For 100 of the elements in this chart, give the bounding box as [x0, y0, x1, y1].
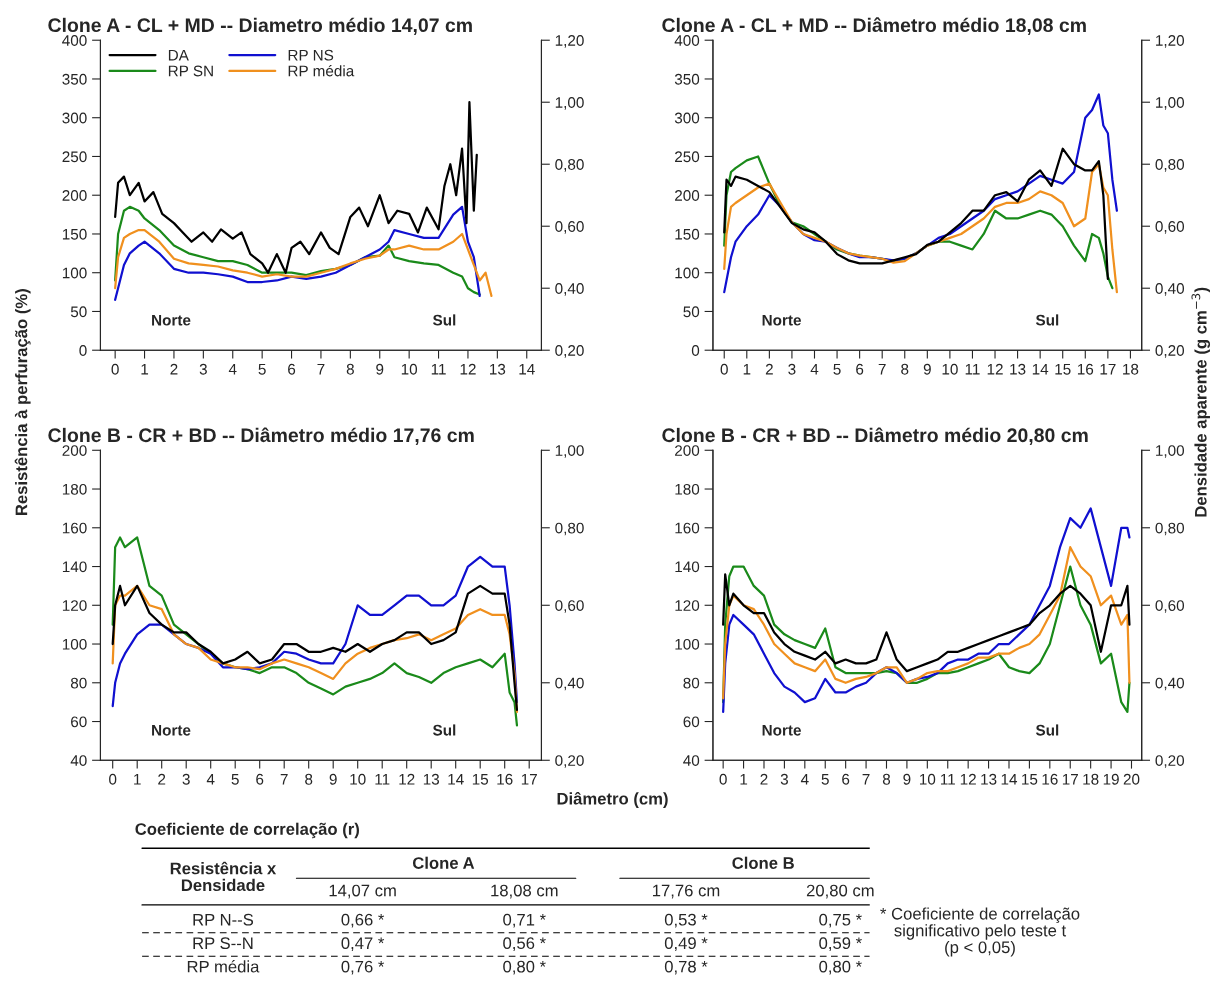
annotation: Norte: [762, 724, 801, 736]
x-tick-label: 2: [760, 773, 768, 785]
x-tick-label: 8: [346, 363, 354, 375]
line-series: [114, 101, 478, 274]
x-tick-label: 10: [350, 773, 366, 785]
x-tick-label: 9: [903, 773, 911, 785]
x-tick-label: 12: [399, 773, 415, 785]
category-label: 17,76 cm: [653, 884, 720, 899]
annotation: Norte: [762, 314, 801, 326]
text: 0,71 *: [503, 913, 546, 928]
x-tick-label: 15: [1055, 363, 1071, 375]
x-tick-label: 7: [317, 363, 325, 375]
y-tick-label: 80: [683, 677, 700, 689]
x-tick-label: 17: [1100, 363, 1116, 375]
x-tick-label: 12: [460, 363, 476, 375]
x-tick-label: 13: [981, 773, 997, 785]
y-axis-title: Resistência à perfuração (%): [14, 289, 31, 516]
text: 0,56 *: [503, 937, 546, 952]
text: 0,47 *: [341, 937, 385, 952]
y-tick-label: 120: [62, 600, 87, 611]
x-tick-label: 16: [1077, 363, 1094, 375]
legend-label: RP média: [288, 64, 355, 77]
x-axis-title: Diâmetro (cm): [557, 791, 668, 808]
x-tick-label: 2: [158, 773, 166, 785]
x-tick-label: 17: [521, 774, 537, 785]
x-tick-label: 10: [401, 363, 418, 375]
line-series: [722, 565, 1131, 713]
x-tick-label: 4: [810, 363, 819, 375]
x-tick-label: 4: [228, 363, 237, 375]
x-tick-label: 14: [1032, 363, 1049, 375]
x-tick-label: 2: [765, 363, 773, 375]
x-tick-label: 6: [856, 363, 864, 375]
x-tick-label: 19: [1103, 773, 1119, 785]
y-tick-label: 60: [71, 716, 87, 728]
y-tick-label: 300: [62, 112, 87, 124]
chart-title: Clone B - CR + BD -- Diâmetro médio 20,80 cm: [662, 427, 1088, 445]
x-tick-label: 5: [821, 774, 829, 785]
category-label: RP N--S: [193, 913, 254, 926]
x-tick-label: 3: [780, 773, 788, 785]
y2-tick-label: 0,80: [1155, 159, 1185, 172]
y-tick-label: 60: [683, 716, 700, 728]
x-tick-label: 7: [878, 363, 886, 375]
text: 0,66 *: [341, 913, 385, 928]
x-tick-label: 3: [182, 773, 190, 785]
category-label: RP S--N: [193, 937, 253, 950]
text: Coeficiente de correlação (r): [135, 822, 359, 839]
x-tick-label: 1: [134, 774, 141, 785]
y-tick-label: 140: [62, 561, 87, 573]
y-tick-label: 140: [675, 561, 700, 573]
y-tick-label: 150: [675, 228, 700, 240]
y-tick-label: 300: [674, 112, 700, 124]
x-tick-label: 16: [1042, 773, 1058, 785]
x-tick-label: 7: [862, 774, 870, 785]
x-tick-label: 14: [1001, 774, 1018, 785]
x-tick-label: 13: [1010, 363, 1026, 375]
y-tick-label: 400: [674, 35, 700, 46]
y2-tick-label: 0,40: [1155, 283, 1185, 296]
y-tick-label: 100: [675, 267, 700, 279]
x-tick-label: 8: [901, 363, 909, 375]
x-tick-label: 15: [1022, 774, 1038, 785]
x-tick-label: 11: [940, 774, 955, 785]
line-series: [722, 507, 1131, 713]
x-tick-label: 3: [199, 363, 207, 375]
text: 0,78 *: [664, 960, 708, 975]
x-tick-label: 9: [923, 363, 931, 375]
y-tick-label: 0: [691, 345, 700, 356]
annotation: Sul: [432, 314, 456, 326]
text: 0,75 *: [819, 913, 862, 928]
annotation: Sul: [1035, 724, 1059, 736]
y-tick-label: 100: [62, 267, 87, 279]
y-tick-label: 250: [675, 151, 700, 163]
x-tick-label: 14: [448, 774, 464, 785]
x-tick-label: 17: [1062, 774, 1078, 785]
text: Clone A: [412, 856, 475, 869]
x-tick-label: 5: [258, 363, 266, 375]
chart-title: Clone B - CR + BD -- Diâmetro médio 17,76 cm: [48, 427, 474, 445]
category-label: 20,80 cm: [806, 884, 874, 899]
y-tick-label: 180: [62, 483, 87, 495]
chart-title: Clone A - CL + MD -- Diametro médio 14,07 cm: [48, 17, 472, 35]
y-tick-label: 50: [683, 306, 700, 318]
text: 0,49 *: [664, 937, 708, 952]
x-tick-label: 0: [109, 773, 117, 785]
y-tick-label: 200: [62, 445, 87, 456]
x-tick-label: 11: [375, 774, 390, 785]
y-tick-label: 100: [62, 638, 87, 650]
y-tick-label: 160: [62, 522, 87, 534]
category-label: RP média: [187, 960, 260, 973]
y-tick-label: 200: [675, 445, 700, 456]
x-tick-label: 4: [800, 774, 809, 785]
chart-title: Clone A - CL + MD -- Diâmetro médio 18,08 cm: [662, 17, 1086, 35]
x-tick-label: 1: [141, 363, 149, 375]
y-tick-label: 150: [62, 228, 87, 240]
x-tick-label: 10: [919, 773, 936, 785]
text: 0,80 *: [819, 960, 862, 975]
annotation: Norte: [152, 314, 191, 326]
y2-tick-label: 1,00: [555, 97, 584, 110]
y-tick-label: 160: [675, 522, 700, 534]
x-tick-label: 1: [740, 774, 748, 785]
y-tick-label: 400: [62, 35, 87, 46]
x-tick-label: 11: [431, 363, 446, 375]
